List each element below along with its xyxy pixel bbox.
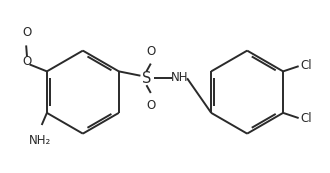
Text: O: O	[22, 55, 32, 68]
Text: O: O	[146, 44, 155, 58]
Text: Cl: Cl	[300, 59, 312, 72]
Text: NH: NH	[171, 71, 188, 84]
Text: S: S	[142, 71, 151, 86]
Text: O: O	[22, 26, 32, 39]
Text: Cl: Cl	[300, 112, 312, 125]
Text: NH₂: NH₂	[29, 134, 51, 147]
Text: O: O	[146, 99, 155, 112]
